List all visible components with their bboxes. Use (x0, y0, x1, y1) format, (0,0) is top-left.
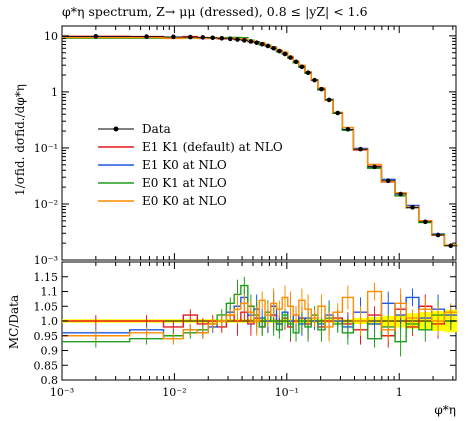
chart-title: φ*η spectrum, Z→ μμ (dressed), 0.8 ≤ |yZ… (62, 4, 368, 19)
data-point (305, 70, 311, 76)
legend-label: E1 K0 at NLO (142, 158, 227, 172)
data-point (171, 34, 176, 40)
data-point (288, 55, 293, 60)
data-point (372, 164, 377, 170)
data-point (435, 232, 441, 238)
main-panel-frame (61, 25, 457, 261)
data-point (277, 48, 282, 54)
ratio-y-tick-label: 1.15 (34, 271, 59, 284)
data-point (282, 51, 288, 57)
legend-label: Data (142, 122, 171, 136)
legend-data-marker (113, 126, 119, 132)
data-point (299, 64, 305, 70)
main-plot-area (62, 34, 458, 248)
data-point (448, 243, 454, 248)
data-point (326, 97, 332, 103)
main-y-tick-label: 10⁻² (34, 198, 58, 211)
data-point (358, 146, 363, 152)
data-point (271, 45, 276, 51)
data-point (248, 39, 254, 44)
data-point (219, 35, 225, 41)
data-point (319, 86, 324, 92)
data-point (200, 35, 206, 40)
data-point (398, 191, 403, 197)
data-point (254, 40, 259, 46)
main-y-axis-label: 1/σfid. dσfid./dφ*η (13, 84, 27, 196)
ratio-y-tick-label: 0.85 (34, 359, 59, 372)
ratio-y-tick-label: 0.9 (41, 345, 59, 358)
legend-label: E0 K0 at NLO (142, 194, 227, 208)
data-point (235, 37, 240, 42)
legend: Data E1 K1 (default) at NLO E1 K0 at NLO E0… (98, 122, 283, 208)
data-point (242, 38, 247, 43)
main-y-tick-label: 10⁻³ (34, 254, 58, 267)
x-axis-label: φ*η (434, 403, 456, 417)
main-y-tick-label: 10⁻¹ (34, 142, 58, 155)
data-point (265, 43, 271, 49)
ratio-y-tick-label: 1.1 (41, 286, 59, 299)
data-point (188, 34, 193, 40)
ratio-plot-area (62, 276, 458, 357)
ratio-histogram-line (62, 290, 458, 340)
data-point (385, 178, 391, 184)
ratio-y-tick-label: 1.05 (34, 300, 59, 313)
ratio-y-axis-label: MC/Data (7, 295, 21, 349)
legend-label: E0 K1 at NLO (142, 176, 227, 190)
data-point (144, 34, 149, 39)
ratio-y-tick-label: 0.95 (34, 330, 59, 343)
data-point (227, 36, 233, 42)
data-point (259, 41, 265, 47)
x-tick-label: 10⁻² (162, 386, 186, 399)
data-point (410, 205, 415, 210)
data-point (93, 34, 99, 39)
main-y-tick-label: 1 (51, 86, 58, 99)
ratio-y-tick-label: 0.8 (41, 374, 59, 387)
ratio-y-tick-label: 1.0 (41, 315, 59, 328)
x-tick-label: 10⁻³ (50, 386, 74, 399)
main-y-tick-label: 10 (44, 30, 58, 43)
x-tick-label: 10⁻¹ (275, 386, 299, 399)
x-axis: 10⁻³ 10⁻² 10⁻¹ 1 (50, 26, 454, 399)
data-point (335, 110, 341, 116)
data-point (210, 35, 215, 41)
x-tick-label: 1 (396, 386, 403, 399)
ratio-y-axis: 0.8 0.850.9 0.95 1.0 1.051.1 1.15 (34, 271, 456, 387)
legend-label: E1 K1 (default) at NLO (142, 140, 283, 154)
data-point (312, 77, 317, 83)
main-y-axis: 10⁻³ 10⁻² 10⁻¹ 1 10 (34, 30, 456, 267)
data-point (345, 127, 351, 132)
data-point (423, 219, 428, 225)
data-point (293, 59, 299, 65)
